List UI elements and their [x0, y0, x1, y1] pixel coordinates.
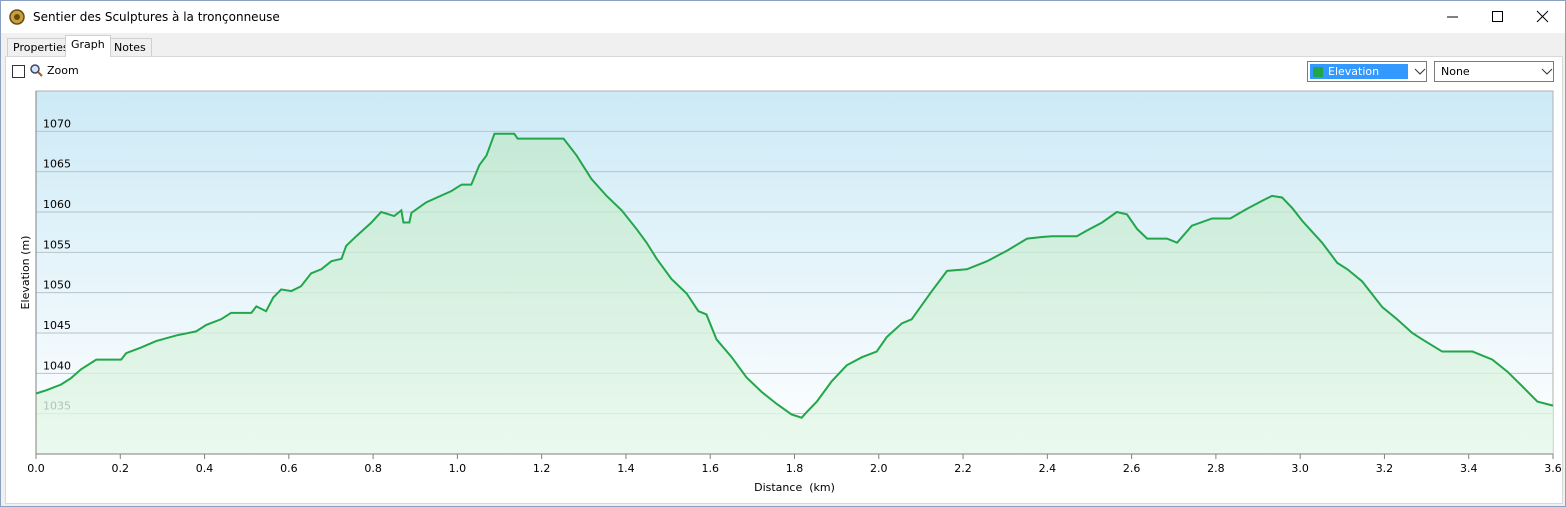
tab-active[interactable]: Graph: [65, 35, 111, 57]
app-icon: [9, 9, 25, 25]
zoom-label: Zoom: [47, 64, 79, 77]
secondary-dropdown[interactable]: None: [1434, 61, 1554, 82]
graph-panel: [5, 56, 1563, 504]
zoom-checkbox[interactable]: [12, 65, 25, 78]
dropdown-value: None: [1441, 65, 1470, 78]
window-title: Sentier des Sculptures à la tronçonneuse: [33, 10, 280, 24]
dropdown-arrow: [1541, 68, 1553, 75]
tab[interactable]: Notes: [108, 38, 152, 57]
zoom-icon: [30, 64, 43, 77]
dropdown-arrow: [1414, 68, 1426, 75]
series-name: Elevation: [1328, 65, 1380, 78]
tab[interactable]: Properties: [7, 38, 75, 57]
title-bar: Sentier des Sculptures à la tronçonneuse: [1, 1, 1565, 33]
selection-highlight: [1310, 64, 1408, 79]
series-dropdown[interactable]: Elevation: [1307, 61, 1427, 82]
series-swatch: [1313, 67, 1323, 77]
